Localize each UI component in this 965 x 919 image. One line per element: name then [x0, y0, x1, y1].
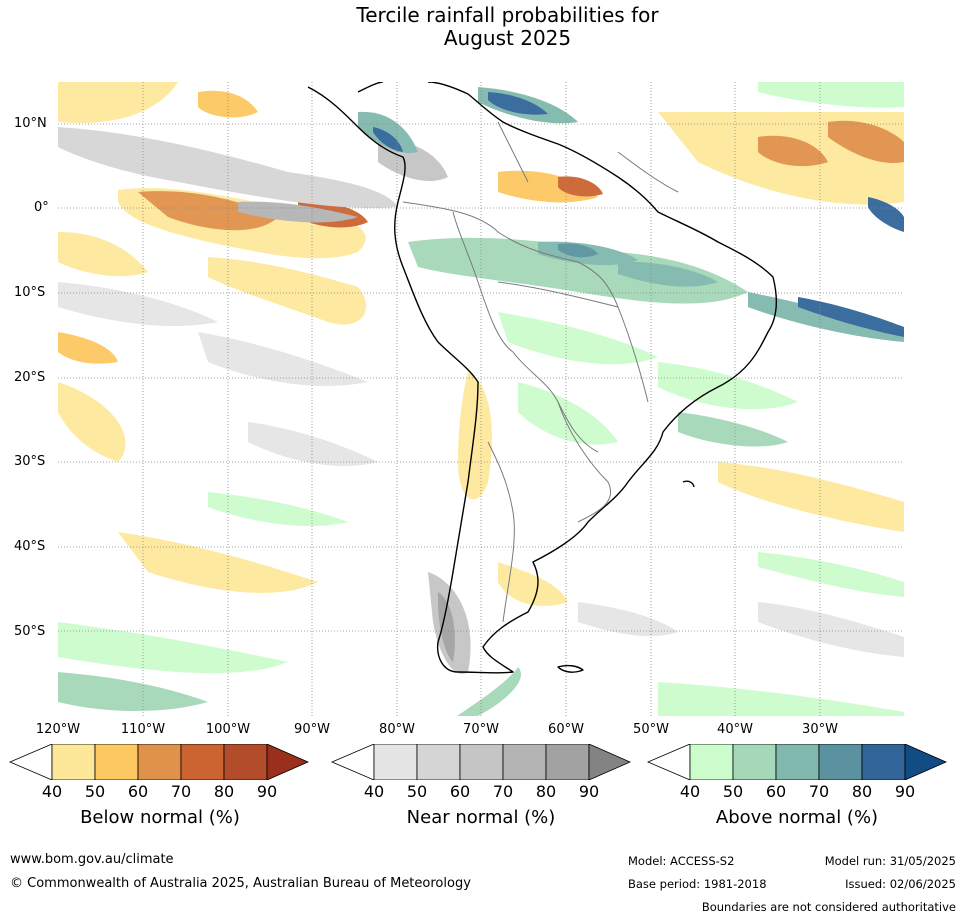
boundaries-disclaimer: Boundaries are not considered authoritat…	[701, 900, 956, 914]
lat-label-40s: 40°S	[14, 539, 46, 554]
above-tick-50: 50	[722, 782, 744, 801]
near-swatch-3	[459, 743, 504, 781]
below-tick-90: 90	[256, 782, 278, 801]
below-tick-60: 60	[127, 782, 149, 801]
lat-label-50s: 50°S	[14, 624, 46, 639]
above-swatch-4	[818, 743, 863, 781]
map-title: Tercile rainfall probabilities for Augus…	[0, 4, 965, 50]
title-line-2: August 2025	[443, 26, 572, 50]
lon-label-110w: 110°W	[120, 722, 166, 737]
lon-label-60w: 60°W	[548, 722, 584, 737]
above-swatch-3	[775, 743, 820, 781]
near-tick-70: 70	[492, 782, 514, 801]
below-tick-80: 80	[213, 782, 235, 801]
lat-label-10s: 10°S	[14, 285, 46, 300]
below-swatch-4	[180, 743, 225, 781]
model-run-date: Model run: 31/05/2025	[824, 854, 956, 868]
below-tick-70: 70	[170, 782, 192, 801]
near-tick-50: 50	[406, 782, 428, 801]
lat-label-20s: 20°S	[14, 370, 46, 385]
above-tick-80: 80	[851, 782, 873, 801]
base-period: Base period: 1981-2018	[628, 877, 767, 891]
near-swatch-1	[373, 743, 418, 781]
below-swatch-2	[94, 743, 139, 781]
bom-url-link[interactable]: www.bom.gov.au/climate	[10, 852, 174, 867]
lat-label-0: 0°	[34, 200, 49, 215]
above-swatch-5	[861, 743, 906, 781]
probability-shading	[58, 82, 904, 716]
probability-map	[58, 82, 904, 716]
colorbar-near-normal	[330, 743, 632, 781]
near-swatch-4	[502, 743, 547, 781]
colorbar-above-normal	[646, 743, 948, 781]
lon-label-70w: 70°W	[463, 722, 499, 737]
title-line-1: Tercile rainfall probabilities for	[356, 3, 659, 27]
above-swatch-0	[646, 743, 691, 781]
lon-label-30w: 30°W	[802, 722, 838, 737]
above-swatch-1	[689, 743, 734, 781]
graticule	[58, 82, 904, 716]
model-name: Model: ACCESS-S2	[628, 854, 735, 868]
above-tick-40: 40	[679, 782, 701, 801]
near-tick-60: 60	[449, 782, 471, 801]
near-swatch-6	[588, 743, 631, 781]
below-normal-title: Below normal (%)	[80, 807, 240, 828]
below-tick-50: 50	[84, 782, 106, 801]
above-tick-90: 90	[894, 782, 916, 801]
below-swatch-3	[137, 743, 182, 781]
near-swatch-2	[416, 743, 461, 781]
lon-label-120w: 120°W	[35, 722, 81, 737]
colorbar-below-normal	[8, 743, 310, 781]
above-tick-70: 70	[808, 782, 830, 801]
lat-label-30s: 30°S	[14, 454, 46, 469]
lon-label-40w: 40°W	[717, 722, 753, 737]
issued-date: Issued: 02/06/2025	[845, 877, 956, 891]
lon-label-100w: 100°W	[205, 722, 251, 737]
below-swatch-5	[223, 743, 268, 781]
below-tick-40: 40	[41, 782, 63, 801]
map-canvas	[58, 82, 904, 716]
near-tick-80: 80	[535, 782, 557, 801]
lon-label-80w: 80°W	[379, 722, 415, 737]
lat-label-10n: 10°N	[14, 116, 47, 131]
near-tick-40: 40	[363, 782, 385, 801]
below-swatch-1	[51, 743, 96, 781]
near-normal-title: Near normal (%)	[406, 807, 556, 828]
above-swatch-2	[732, 743, 777, 781]
near-swatch-5	[545, 743, 590, 781]
near-tick-90: 90	[578, 782, 600, 801]
country-borders	[402, 121, 679, 623]
lon-label-90w: 90°W	[294, 722, 330, 737]
below-swatch-0	[8, 743, 53, 781]
above-swatch-6	[904, 743, 947, 781]
lon-label-50w: 50°W	[633, 722, 669, 737]
above-tick-60: 60	[765, 782, 787, 801]
below-swatch-6	[266, 743, 309, 781]
coastline	[307, 82, 777, 674]
copyright-text: © Commonwealth of Australia 2025, Austra…	[10, 876, 471, 891]
near-swatch-0	[330, 743, 375, 781]
above-normal-title: Above normal (%)	[715, 807, 879, 828]
